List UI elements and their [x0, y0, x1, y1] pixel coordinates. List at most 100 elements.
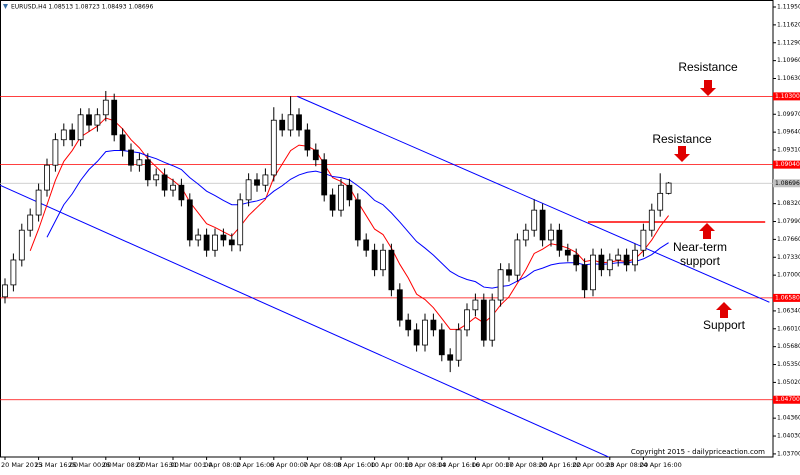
candle-body: [363, 239, 370, 251]
candle-body: [321, 159, 328, 196]
candle-body: [228, 239, 235, 246]
annotation: Resistance: [678, 60, 738, 74]
x-tick-label: 25 Mar 00:00: [68, 461, 111, 469]
y-tick-label: 1.04030: [777, 433, 800, 440]
arrow-down: [674, 146, 690, 162]
candle-body: [119, 134, 126, 151]
arrow-up: [699, 223, 715, 239]
copyright: Copyright 2015 - dailypriceaction.com: [631, 448, 765, 456]
y-tick-label: 1.06010: [777, 325, 800, 332]
y-tick-label: 1.07660: [777, 236, 800, 243]
candle-body: [480, 299, 487, 341]
trendline: [297, 95, 770, 303]
x-tick-label: 16 Apr 00:00: [471, 461, 513, 469]
x-tick-label: 20 Mar 2015: [1, 461, 42, 469]
x-tick-label: 2 Apr 16:00: [236, 461, 274, 469]
trendline: [0, 184, 610, 457]
candle-body: [136, 159, 143, 166]
candle-body: [464, 309, 470, 331]
annotation: Near-term support: [672, 240, 727, 268]
x-tick-label: 23 Apr 08:00: [606, 461, 648, 469]
y-tick-label: 1.08320: [777, 200, 800, 207]
candle-body: [615, 254, 622, 261]
candle-body: [52, 139, 59, 166]
plot-frame: [0, 0, 774, 458]
x-tick-label: 27 Mar 16:00: [135, 461, 178, 469]
candle-body: [380, 249, 386, 271]
candle-body: [338, 184, 344, 211]
chart-header: EURUSD,H4 1.08513 1.08723 1.08493 1.0869…: [11, 4, 153, 11]
moving-average: [46, 150, 669, 289]
candle-body: [573, 254, 580, 266]
candle-body: [413, 329, 420, 346]
candle-body: [447, 354, 454, 361]
candle-body: [371, 249, 378, 271]
level-label: 1.04700: [775, 396, 800, 403]
candle-body: [86, 114, 92, 126]
candle-body: [312, 149, 319, 161]
y-tick-label: 1.07000: [777, 272, 800, 279]
x-tick-label: 31 Mar 00:00: [169, 461, 212, 469]
y-tick-label: 1.10630: [777, 75, 800, 82]
x-tick-label: 14 Apr 16:00: [438, 461, 480, 469]
x-tick-label: 7 Apr 08:00: [303, 461, 341, 469]
candle-body: [262, 174, 269, 186]
candle-body: [44, 164, 50, 191]
level-tag: [773, 92, 800, 101]
x-tick-label: 20 Apr 16:00: [539, 461, 581, 469]
candle-body: [245, 179, 252, 201]
current-price-tag: [773, 179, 800, 188]
y-tick-label: 1.05680: [777, 343, 800, 350]
y-tick-label: 1.09640: [777, 129, 800, 136]
candle-body: [27, 214, 34, 231]
y-tick-label: 1.05350: [777, 361, 800, 368]
candle-body: [94, 114, 101, 126]
candle-body: [489, 299, 496, 341]
candle-body: [18, 229, 25, 261]
candle-body: [296, 114, 302, 131]
candle-body: [388, 249, 395, 291]
x-tick-label: 6 Apr 00:00: [270, 461, 308, 469]
candle-body: [254, 179, 260, 186]
current-price-label: 1.08696: [775, 180, 800, 187]
candle-body: [590, 254, 596, 291]
candle-body: [212, 234, 218, 251]
candle-body: [279, 119, 286, 131]
candle-body: [153, 174, 160, 181]
candle-body: [304, 129, 311, 151]
candle-body: [623, 254, 630, 266]
candle-body: [522, 229, 529, 241]
y-tick-label: 1.10960: [777, 57, 800, 64]
candle-body: [396, 289, 403, 321]
candle-body: [430, 319, 437, 331]
candle-body: [237, 199, 244, 246]
candle-body: [640, 229, 647, 251]
candle-body: [111, 99, 118, 136]
x-tick-label: 8 Apr 16:00: [337, 461, 375, 469]
y-tick-label: 1.09310: [777, 147, 800, 154]
candle-body: [287, 114, 294, 131]
candle-body: [35, 189, 42, 216]
candle-body: [270, 119, 277, 176]
candle-body: [178, 184, 185, 201]
level-tag: [773, 160, 800, 169]
candle-body: [144, 159, 151, 181]
candle-body: [539, 209, 546, 241]
y-tick-label: 1.03700: [777, 450, 800, 457]
candle-body: [161, 174, 168, 191]
y-tick-label: 1.11620: [777, 21, 800, 28]
x-tick-label: 1 Apr 08:00: [203, 461, 241, 469]
y-tick-label: 1.04360: [777, 415, 800, 422]
annotation: Resistance: [652, 132, 712, 146]
candle-body: [346, 184, 353, 201]
candle-body: [69, 129, 76, 141]
x-tick-label: 23 Mar 16:00: [35, 461, 78, 469]
y-tick-label: 1.11950: [777, 4, 800, 11]
level-label: 1.10300: [775, 93, 800, 100]
arrow-up: [716, 302, 732, 318]
candle-body: [632, 249, 638, 266]
candle-body: [472, 299, 479, 311]
candle-body: [354, 199, 361, 241]
x-tick-label: 24 Apr 16:00: [639, 461, 681, 469]
x-tick-label: 10 Apr 00:00: [371, 461, 413, 469]
